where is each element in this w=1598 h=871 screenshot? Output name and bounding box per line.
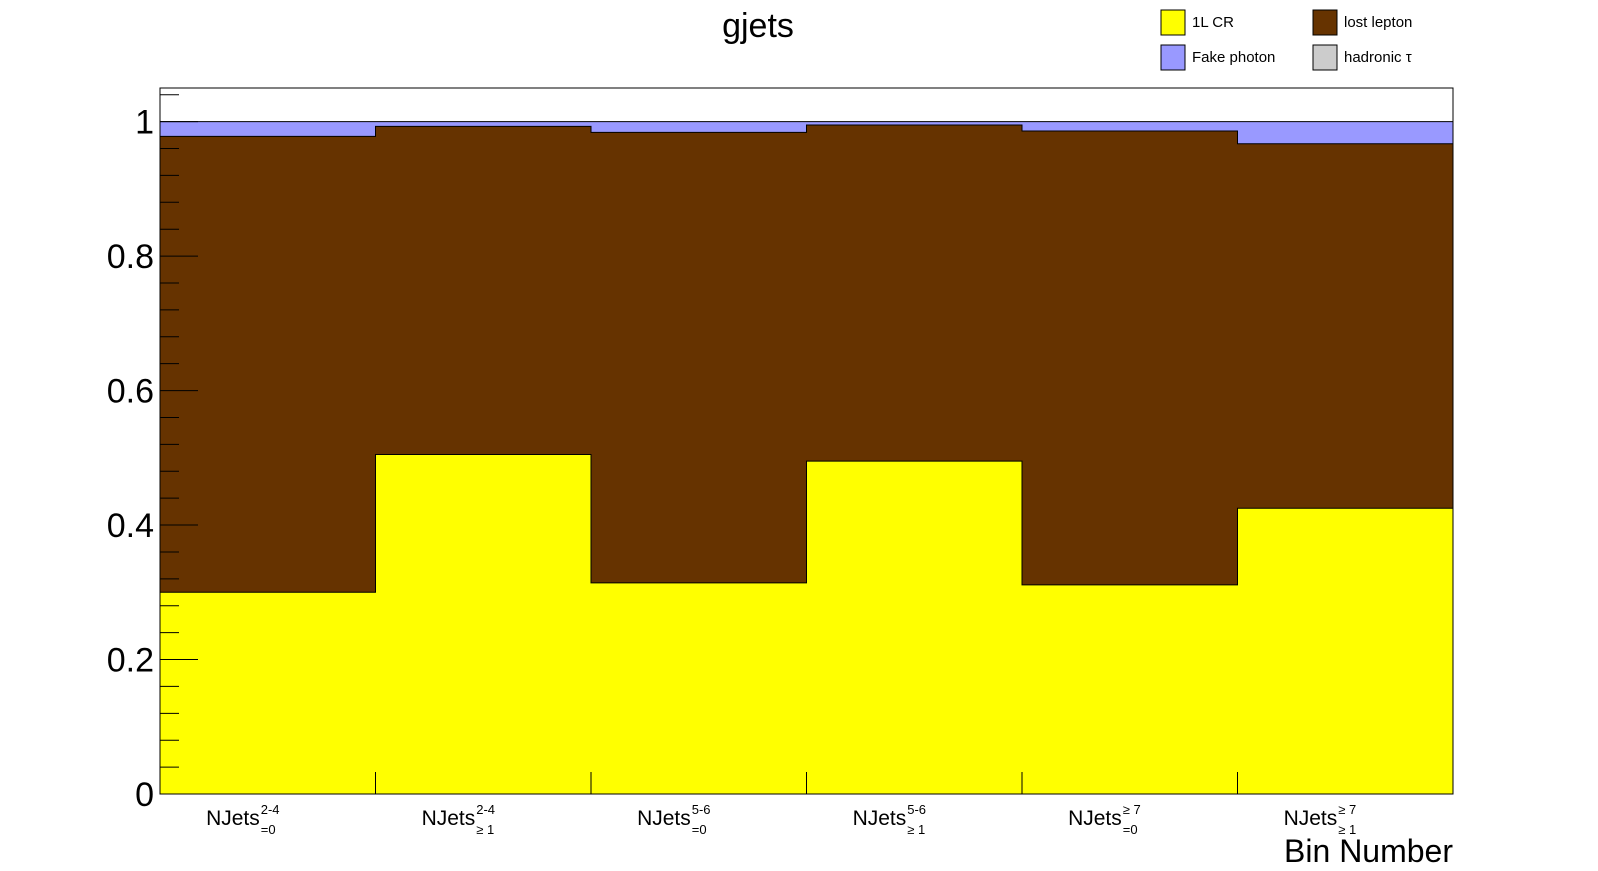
chart-title: gjets: [722, 7, 794, 45]
category-sup: 5-6: [692, 802, 711, 817]
category-main: NJets: [206, 807, 260, 830]
category-sup: 2-4: [476, 802, 495, 817]
bar-segment: [1237, 121, 1453, 144]
bar-segment: [375, 126, 591, 455]
y-axis: 0 0.2 0.4 0.6 0.8 1: [107, 94, 198, 814]
legend-label: lost lepton: [1344, 14, 1412, 31]
category-sub: ≥ 1: [476, 822, 494, 837]
legend-swatch: [1160, 44, 1186, 71]
x-tick-label: NJets 5-6 ≥ 1: [853, 802, 926, 837]
category-main: NJets: [1068, 807, 1122, 830]
legend-entry: lost lepton: [1312, 9, 1412, 36]
legend-label: Fake photon: [1192, 49, 1275, 66]
y-tick-label: 0.2: [107, 642, 154, 680]
bar-segment: [591, 121, 807, 133]
bar-segment: [375, 121, 591, 127]
legend-entry: Fake photon: [1160, 44, 1275, 71]
x-tick-label: NJets ≥ 7 =0: [1068, 802, 1141, 837]
category-sup: ≥ 7: [1338, 802, 1356, 817]
y-tick-label: 0.4: [107, 507, 154, 545]
category-sub: =0: [1123, 822, 1138, 837]
category-main: NJets: [637, 807, 691, 830]
bar-segment: [1022, 584, 1238, 794]
bar-segment: [1237, 143, 1453, 509]
legend-entry: hadronic τ: [1312, 44, 1412, 71]
bars-group: [160, 121, 1453, 794]
y-tick-label: 0: [135, 776, 154, 814]
bar-segment: [591, 132, 807, 583]
series-outline: [160, 124, 1453, 145]
bar-segment: [806, 121, 1022, 125]
category-main: NJets: [1284, 807, 1338, 830]
bar-outlines: [160, 121, 1453, 593]
legend: 1L CR lost lepton Fake photon hadronic τ: [1160, 9, 1412, 71]
bar-segment: [160, 121, 376, 137]
x-tick-label: NJets 5-6 =0: [637, 802, 710, 837]
legend-swatch: [1160, 9, 1186, 36]
category-sub: ≥ 1: [1338, 822, 1356, 837]
y-tick-label: 0.6: [107, 373, 154, 411]
bar-segment: [806, 124, 1022, 462]
x-axis: NJets 2-4=0 NJets 2-4≥ 1 NJets 5-6=0 NJets 5-6≥…: [206, 772, 1356, 837]
series-outline: [160, 453, 1453, 593]
legend-entry: 1L CR: [1160, 9, 1234, 36]
x-tick-label: NJets 2-4 =0: [206, 802, 279, 837]
y-tick-label: 1: [135, 104, 154, 142]
bar-segment: [160, 136, 376, 593]
bar-segment: [160, 592, 376, 794]
bar-segment: [1022, 121, 1238, 132]
legend-label: 1L CR: [1192, 14, 1234, 31]
bar-segment: [375, 454, 591, 794]
category-sub: =0: [692, 822, 707, 837]
category-sup: ≥ 7: [1123, 802, 1141, 817]
legend-label: hadronic τ: [1344, 49, 1412, 66]
category-main: NJets: [422, 807, 476, 830]
x-tick-label: NJets ≥ 7 ≥ 1: [1284, 802, 1357, 837]
legend-swatch: [1312, 9, 1338, 36]
category-sup: 5-6: [907, 802, 926, 817]
x-axis-title: Bin Number: [1284, 833, 1453, 869]
x-tick-label: NJets 2-4 ≥ 1: [422, 802, 495, 837]
bar-segment: [1022, 131, 1238, 585]
category-sub: =0: [261, 822, 276, 837]
category-sup: 2-4: [261, 802, 280, 817]
bar-segment: [1237, 508, 1453, 794]
bar-segment: [806, 461, 1022, 794]
category-sub: ≥ 1: [907, 822, 925, 837]
y-tick-label: 0.8: [107, 238, 154, 276]
legend-swatch: [1312, 44, 1338, 71]
bar-segment: [591, 582, 807, 794]
category-main: NJets: [853, 807, 907, 830]
